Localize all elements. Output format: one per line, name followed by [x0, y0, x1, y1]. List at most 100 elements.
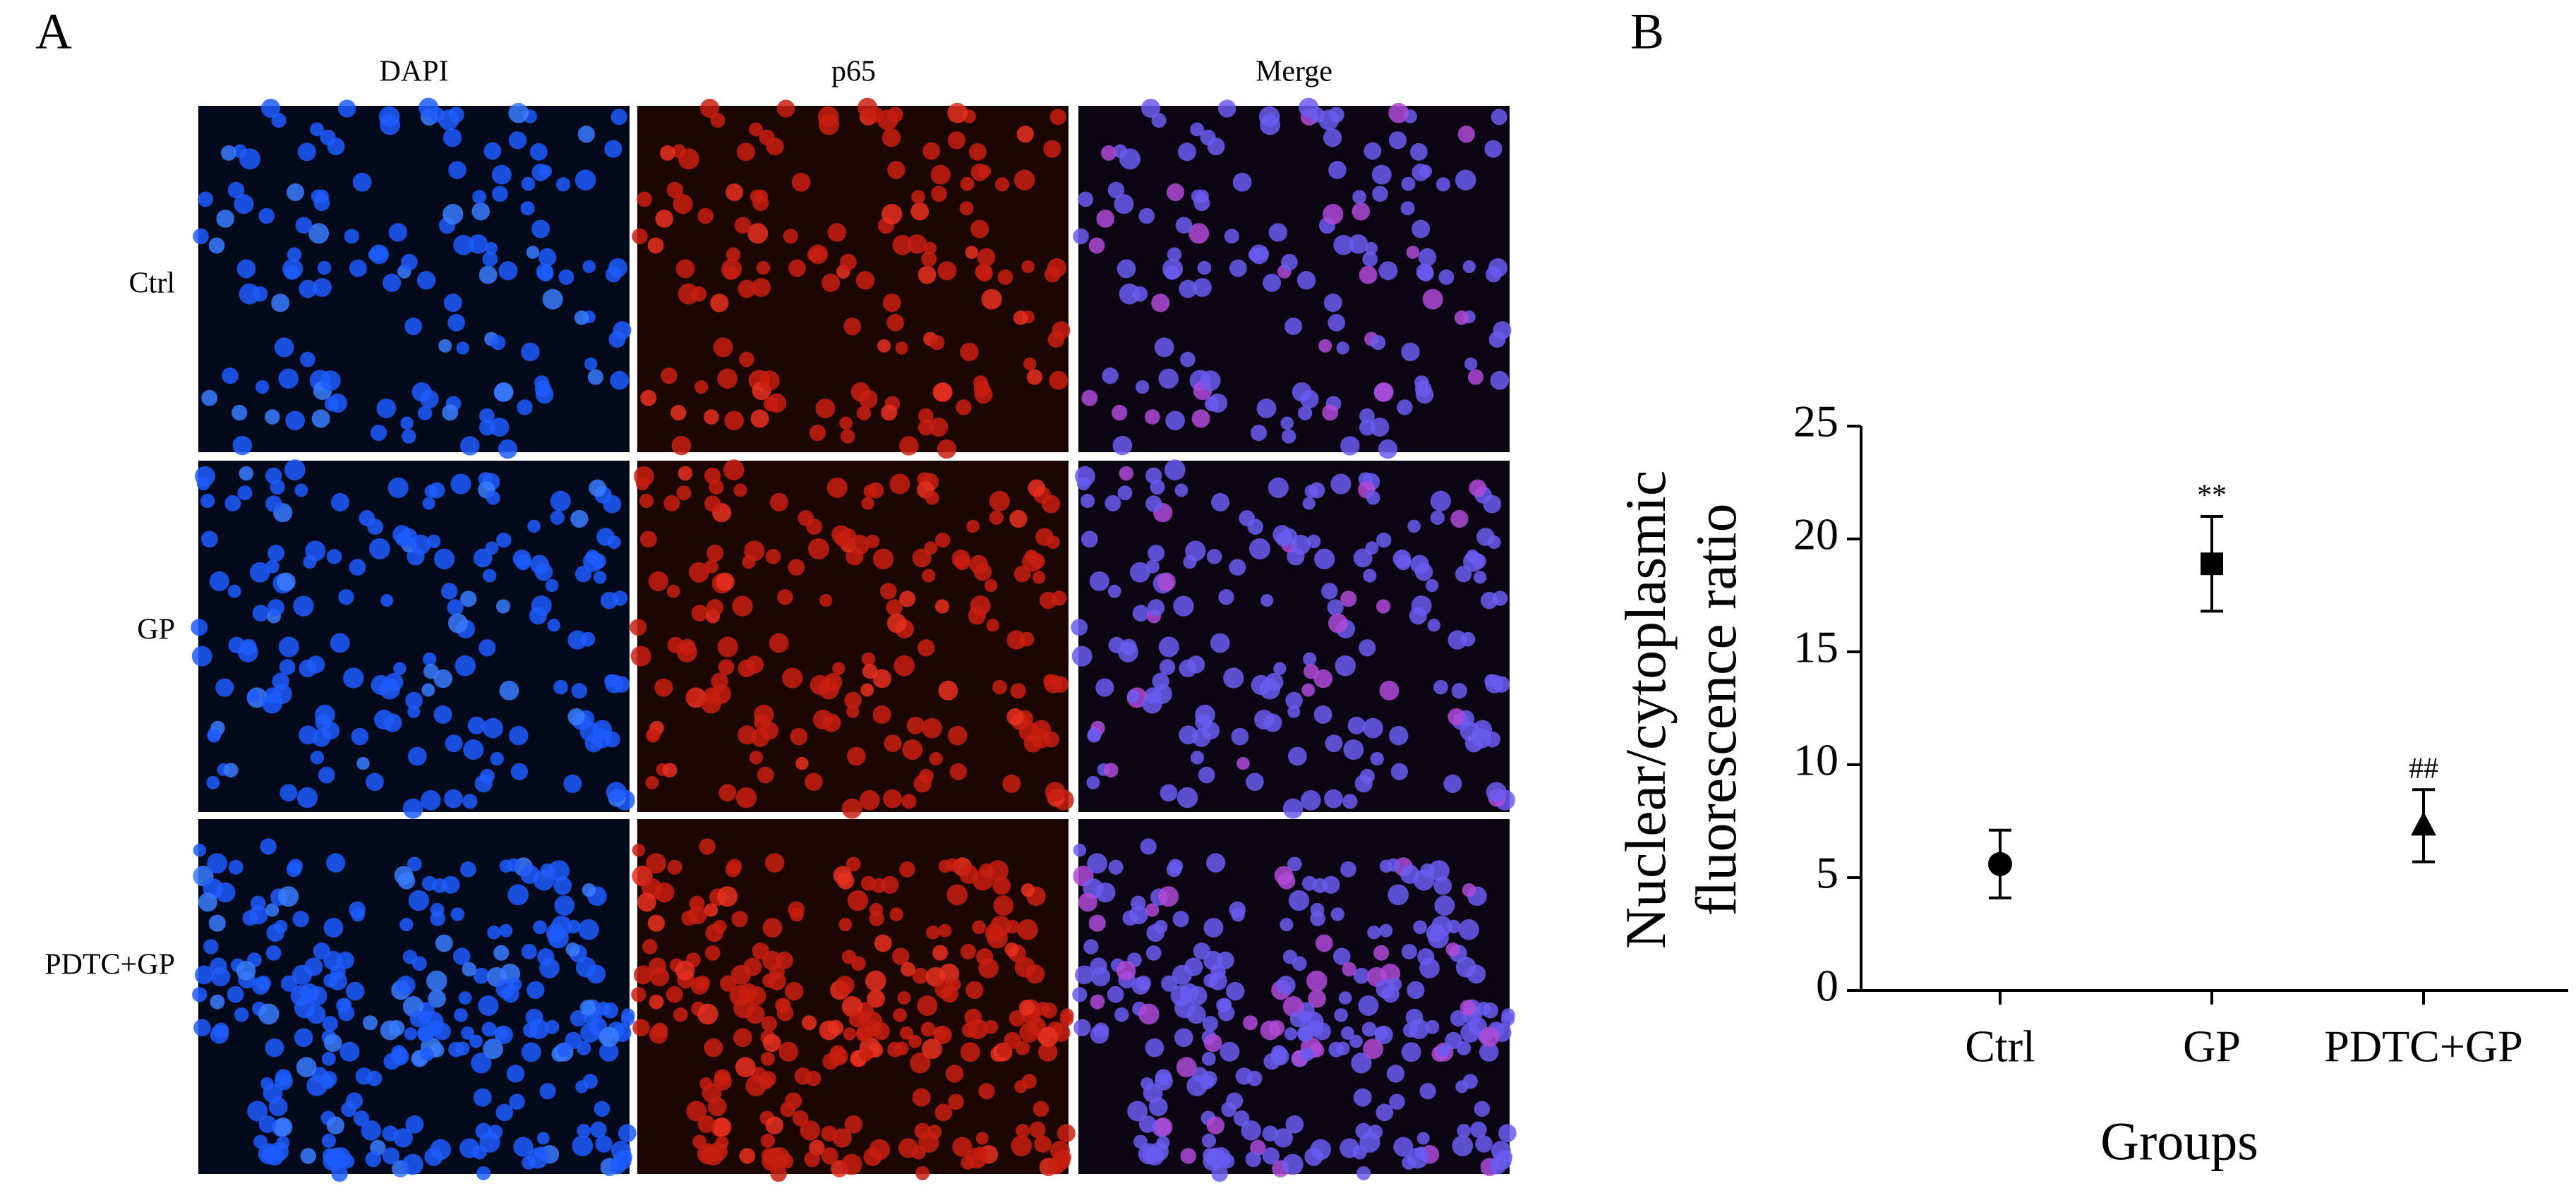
cell	[498, 439, 518, 459]
cell	[496, 532, 512, 548]
cell	[553, 679, 568, 695]
cell	[935, 532, 951, 548]
cell	[860, 790, 880, 811]
cell	[776, 951, 793, 969]
cell	[479, 408, 495, 424]
cell	[443, 293, 462, 313]
cell	[488, 1125, 503, 1139]
cell	[1217, 951, 1234, 969]
cell	[274, 337, 294, 358]
cell	[473, 1088, 492, 1107]
cell	[817, 106, 839, 128]
cell	[520, 201, 535, 216]
cell	[1438, 269, 1455, 285]
cell	[367, 519, 384, 535]
cell	[535, 385, 554, 404]
cell	[1246, 772, 1264, 792]
cell	[570, 509, 589, 528]
cell	[1348, 234, 1368, 254]
cell	[1206, 1116, 1225, 1134]
cell	[1147, 599, 1165, 617]
cell	[1083, 939, 1099, 954]
cell	[495, 599, 511, 614]
cell	[1087, 853, 1108, 874]
cell	[699, 838, 716, 855]
cell	[404, 317, 423, 336]
cell	[1454, 310, 1469, 325]
cell	[1448, 630, 1467, 650]
cell	[1011, 1135, 1033, 1157]
cell	[351, 727, 369, 746]
cell	[1271, 1045, 1287, 1060]
cell	[492, 186, 508, 202]
cell	[193, 228, 209, 245]
cell	[310, 122, 324, 137]
cell	[1174, 483, 1188, 497]
cell	[602, 1002, 618, 1019]
cell	[1224, 229, 1239, 244]
cell	[765, 1116, 784, 1134]
cell	[237, 485, 253, 501]
cell	[1191, 409, 1210, 428]
cell	[542, 289, 563, 310]
cell	[1075, 965, 1094, 985]
cell	[1260, 1020, 1280, 1041]
cell	[1334, 1008, 1348, 1022]
cell	[1006, 708, 1024, 726]
cell	[1365, 541, 1379, 555]
cell	[417, 406, 433, 420]
annotation: ##	[2409, 753, 2438, 785]
cell	[1245, 1151, 1262, 1168]
cell	[892, 234, 913, 255]
cell	[1370, 751, 1384, 766]
cell	[688, 562, 709, 583]
cell	[1327, 599, 1344, 616]
cell	[716, 572, 735, 592]
cell	[765, 853, 785, 873]
cell	[506, 1065, 525, 1083]
cell	[441, 583, 458, 600]
cell	[343, 667, 364, 689]
cell	[238, 641, 258, 662]
cell	[1292, 382, 1312, 402]
cell	[613, 321, 632, 340]
cell	[962, 1022, 977, 1038]
cell	[1161, 975, 1178, 992]
cell	[231, 404, 248, 421]
cell	[947, 131, 966, 150]
cell	[1359, 408, 1375, 424]
cell	[927, 1125, 942, 1139]
cell	[889, 473, 910, 495]
cell	[985, 923, 1004, 942]
cell	[1371, 164, 1392, 185]
cell	[308, 223, 330, 244]
cell	[959, 201, 974, 216]
cell	[1487, 535, 1501, 550]
cell	[917, 995, 938, 1016]
cell	[1333, 234, 1354, 255]
cell	[281, 975, 298, 992]
cell	[1164, 459, 1186, 480]
cell	[847, 890, 869, 911]
cell	[945, 858, 959, 872]
cell	[1443, 774, 1462, 793]
y-tick-label: 0	[1816, 961, 1838, 1011]
cell	[1179, 279, 1198, 298]
cell	[1313, 705, 1332, 724]
cell	[1198, 766, 1215, 784]
cell	[1002, 774, 1021, 793]
cell	[1190, 122, 1204, 137]
cell	[1395, 554, 1412, 571]
cell	[850, 382, 871, 402]
cell	[968, 607, 986, 625]
cell	[1362, 251, 1378, 267]
cell	[483, 569, 497, 583]
cell	[978, 1083, 995, 1100]
cell	[1284, 317, 1303, 336]
cell	[821, 1147, 838, 1165]
cell	[317, 260, 332, 275]
cell	[303, 554, 317, 569]
cell	[471, 202, 490, 221]
cell	[223, 763, 239, 778]
cell	[483, 1038, 504, 1060]
